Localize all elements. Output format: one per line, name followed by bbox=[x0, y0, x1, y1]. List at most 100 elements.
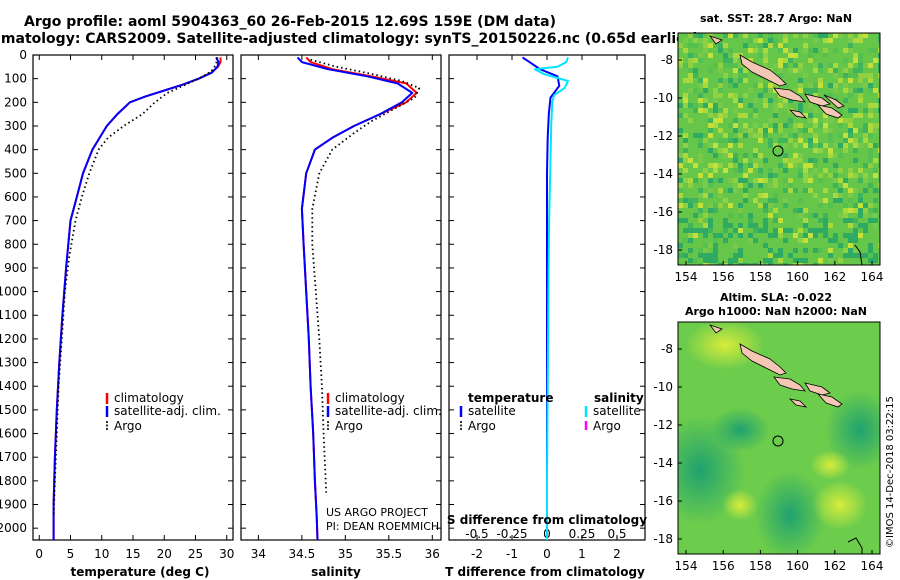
sst-pixel bbox=[713, 88, 718, 93]
sst-pixel bbox=[868, 48, 873, 53]
sst-pixel bbox=[838, 193, 843, 198]
sst-pixel bbox=[848, 248, 853, 253]
sst-pixel bbox=[723, 43, 728, 48]
sst-pixel bbox=[828, 138, 833, 143]
sst-pixel bbox=[708, 118, 713, 123]
sst-pixel bbox=[853, 248, 858, 253]
sst-pixel bbox=[758, 153, 763, 158]
sst-pixel bbox=[713, 253, 718, 258]
sst-pixel bbox=[848, 253, 853, 258]
sst-pixel bbox=[728, 63, 733, 68]
sst-pixel bbox=[718, 148, 723, 153]
sst-pixel bbox=[828, 93, 833, 98]
sst-pixel bbox=[863, 173, 868, 178]
sst-pixel bbox=[783, 63, 788, 68]
map-x-tick-label: 162 bbox=[823, 559, 846, 573]
sst-pixel bbox=[828, 128, 833, 133]
sst-pixel bbox=[688, 33, 693, 38]
sst-pixel bbox=[743, 73, 748, 78]
map-y-tick-label: -14 bbox=[653, 167, 673, 181]
sst-pixel bbox=[873, 223, 878, 228]
sst-pixel bbox=[703, 233, 708, 238]
sst-pixel bbox=[688, 118, 693, 123]
sst-pixel bbox=[868, 78, 873, 83]
map-x-tick-label: 158 bbox=[749, 559, 772, 573]
sst-pixel bbox=[763, 128, 768, 133]
sst-pixel bbox=[878, 63, 880, 68]
sst-pixel bbox=[863, 213, 868, 218]
sla-high-east bbox=[810, 450, 850, 480]
temperature-panel: 0 5 10 15 20 25 30 temperature (deg C) climato… bbox=[32, 54, 234, 579]
title-line-2: Climatology: CARS2009. Satellite-adjuste… bbox=[0, 31, 699, 47]
legend-s-argo: Argo bbox=[593, 419, 621, 433]
sst-pixel bbox=[858, 63, 863, 68]
sst-pixel bbox=[763, 63, 768, 68]
sst-pixel bbox=[773, 193, 778, 198]
sst-pixel bbox=[768, 248, 773, 253]
sst-pixel bbox=[868, 218, 873, 223]
sst-pixel bbox=[693, 163, 698, 168]
island-choiseul bbox=[739, 54, 787, 87]
sst-pixel bbox=[858, 198, 863, 203]
legend-satellite: satellite-adj. clim. bbox=[335, 404, 442, 418]
sst-pixel bbox=[853, 253, 858, 258]
sst-pixel bbox=[763, 243, 768, 248]
sst-pixel bbox=[733, 123, 738, 128]
sst-pixel bbox=[698, 93, 703, 98]
sst-pixel bbox=[748, 218, 753, 223]
sst-pixel bbox=[733, 58, 738, 63]
land-islands bbox=[708, 324, 843, 408]
sst-pixel bbox=[788, 178, 793, 183]
sla-map: Altim. SLA: -0.022 Argo h1000: NaN h2000… bbox=[653, 291, 883, 573]
sst-pixel bbox=[698, 38, 703, 43]
sst-pixel bbox=[813, 263, 818, 265]
sst-pixel bbox=[783, 33, 788, 38]
sst-pixel bbox=[808, 113, 813, 118]
difference-legend: temperature satellite Argo salinity sate… bbox=[459, 391, 644, 433]
sst-pixel bbox=[783, 198, 788, 203]
sst-pixel bbox=[728, 123, 733, 128]
sst-map-frame bbox=[677, 32, 881, 266]
sst-pixel bbox=[863, 108, 868, 113]
sst-pixel bbox=[778, 43, 783, 48]
sst-pixel bbox=[708, 208, 713, 213]
sst-pixel bbox=[738, 208, 743, 213]
sst-pixel bbox=[718, 43, 723, 48]
sst-pixel bbox=[833, 48, 838, 53]
sst-pixel bbox=[868, 83, 873, 88]
sst-pixel bbox=[718, 113, 723, 118]
sst-pixel bbox=[688, 223, 693, 228]
sst-pixel bbox=[848, 63, 853, 68]
sst-pixel bbox=[773, 103, 778, 108]
sst-pixel bbox=[738, 178, 743, 183]
title-line-1: Argo profile: aoml 5904363_60 26-Feb-201… bbox=[24, 14, 556, 30]
depth-tick-label: 2000 bbox=[0, 521, 27, 535]
sst-pixel bbox=[778, 58, 783, 63]
x-tick-label: 35 bbox=[338, 547, 353, 561]
sst-pixel bbox=[683, 63, 688, 68]
depth-tick-label: 200 bbox=[4, 95, 27, 109]
sst-pixel bbox=[838, 133, 843, 138]
sst-pixel bbox=[778, 68, 783, 73]
series-satellite-adj-clim- bbox=[296, 56, 414, 541]
sst-pixel bbox=[858, 128, 863, 133]
sst-pixel bbox=[878, 93, 880, 98]
sst-pixel bbox=[743, 33, 748, 38]
sst-pixel bbox=[818, 83, 823, 88]
difference-x-ticks: -2 -1 0 1 2-0.5 -0.25 0 0.25 0.5 bbox=[449, 54, 645, 561]
sst-pixel bbox=[733, 73, 738, 78]
sst-pixel bbox=[793, 128, 798, 133]
sst-pixel bbox=[808, 83, 813, 88]
sst-pixel bbox=[723, 63, 728, 68]
sst-pixel bbox=[728, 203, 733, 208]
sst-pixel bbox=[708, 103, 713, 108]
sst-pixel bbox=[698, 138, 703, 143]
sst-pixel bbox=[723, 148, 728, 153]
sst-pixel bbox=[803, 33, 808, 38]
sst-map: sat. SST: 28.7 Argo: NaN bbox=[653, 12, 883, 284]
sst-pixel bbox=[778, 228, 783, 233]
sst-pixel bbox=[743, 173, 748, 178]
sst-pixel bbox=[873, 213, 878, 218]
sst-pixel bbox=[823, 223, 828, 228]
x-tick-label: 0 bbox=[543, 547, 551, 561]
